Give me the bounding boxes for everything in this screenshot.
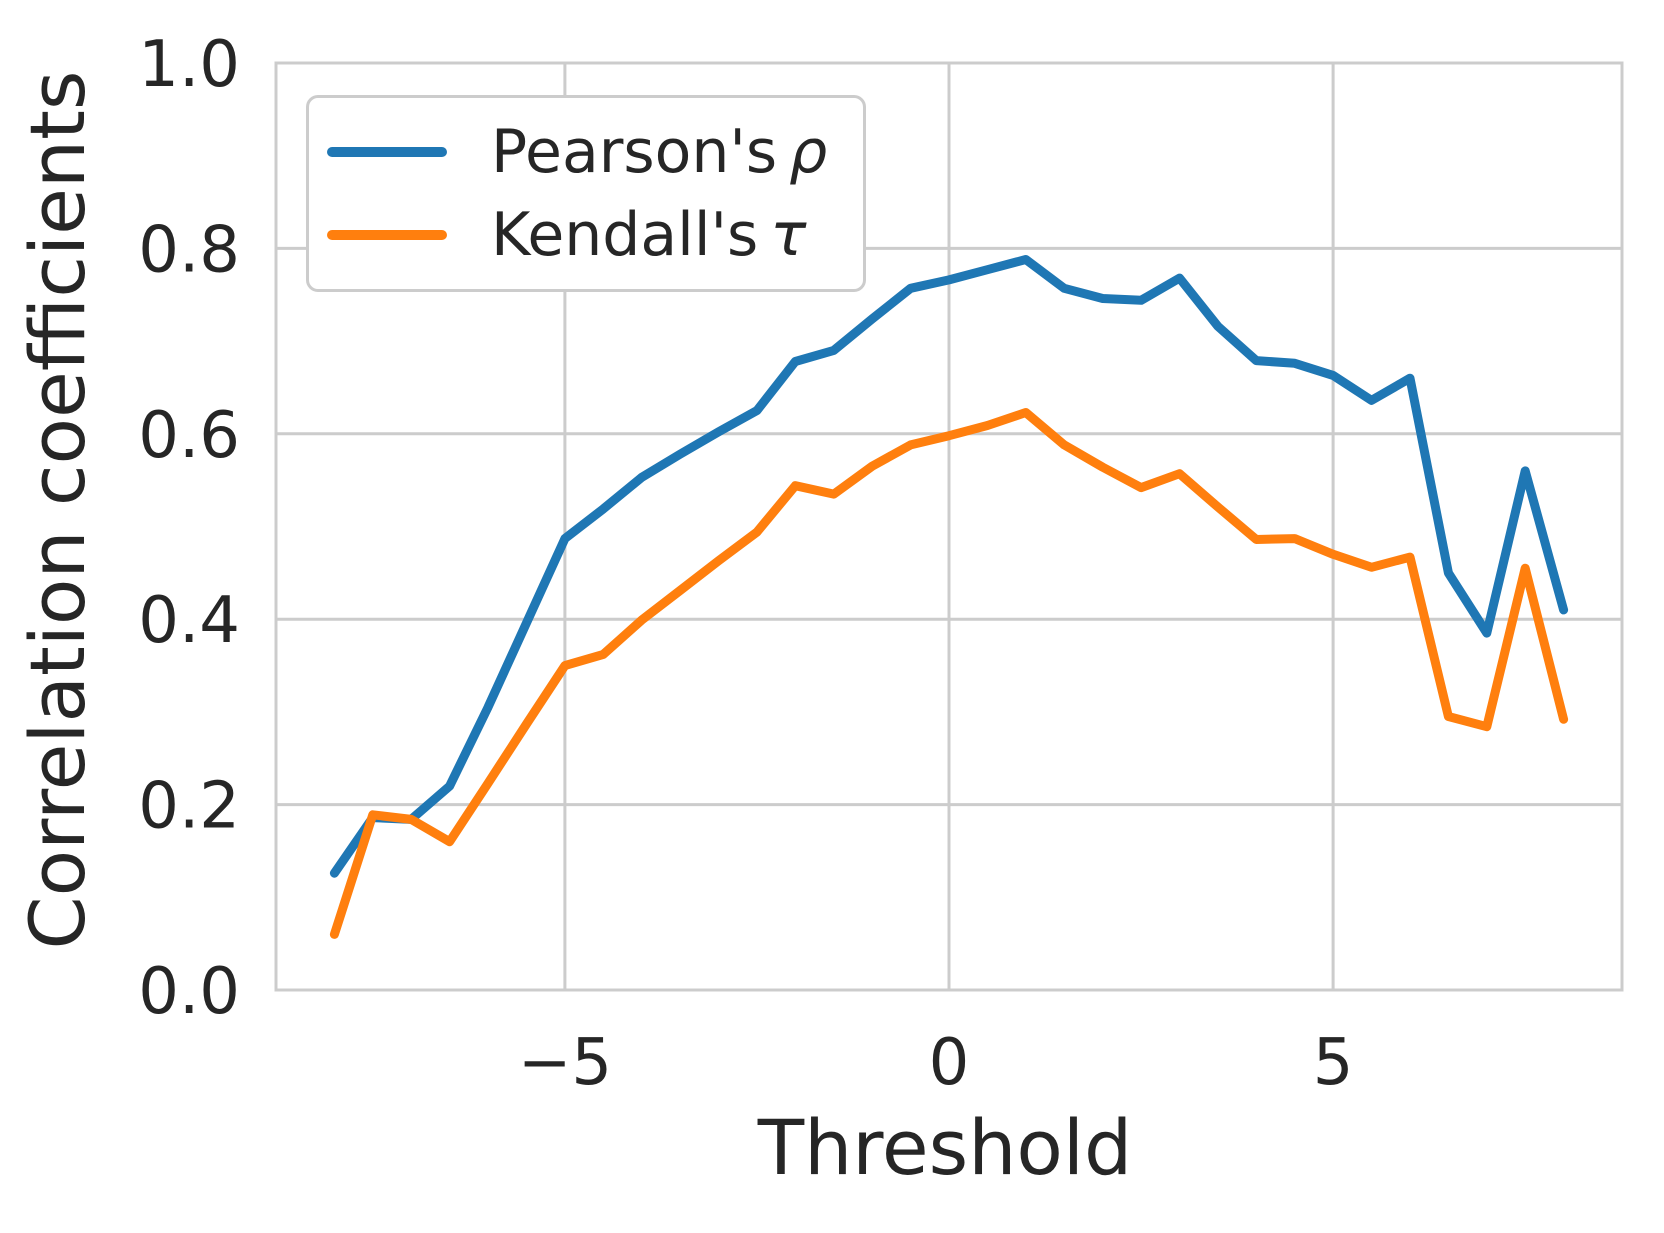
y-tick-label: 0.8 xyxy=(138,213,240,287)
kendall-line-icon xyxy=(327,230,447,241)
legend-item-pearsons-rho: Pearson's ρ xyxy=(327,122,863,182)
y-tick-label: 1.0 xyxy=(138,28,240,102)
x-tick-label: 0 xyxy=(929,1026,970,1100)
legend-label-pearsons-rho: Pearson's ρ xyxy=(491,122,827,182)
legend-label-kendalls-tau: Kendall's τ xyxy=(491,205,806,265)
y-tick-label: 0.4 xyxy=(138,584,240,658)
legend-item-kendalls-tau: Kendall's τ xyxy=(327,205,863,265)
plot-border xyxy=(274,61,1624,992)
rho-symbol: ρ xyxy=(789,116,828,187)
grid-and-series-layer: 0.0 0.2 0.4 0.6 0.8 1.0 −5 0 5 xyxy=(138,28,1624,1100)
legend: Pearson's ρ Kendall's τ xyxy=(306,95,866,292)
x-tick-label: 5 xyxy=(1313,1026,1354,1100)
y-tick-label: 0.2 xyxy=(138,770,240,844)
legend-label-text: Pearson's xyxy=(491,116,778,187)
legend-label-text: Kendall's xyxy=(491,200,759,271)
y-tick-label: 0.0 xyxy=(138,955,240,1029)
y-tick-label: 0.6 xyxy=(138,399,240,473)
x-tick-label: −5 xyxy=(518,1026,612,1100)
y-axis-label: Correlation coefficients xyxy=(13,71,102,950)
x-axis-label: Threshold xyxy=(757,1103,1133,1192)
series-line-kendalls-tau xyxy=(329,408,1569,939)
pearson-line-icon xyxy=(327,146,447,157)
tau-symbol: τ xyxy=(770,200,807,271)
series-line-pearsons-rho xyxy=(329,255,1569,878)
